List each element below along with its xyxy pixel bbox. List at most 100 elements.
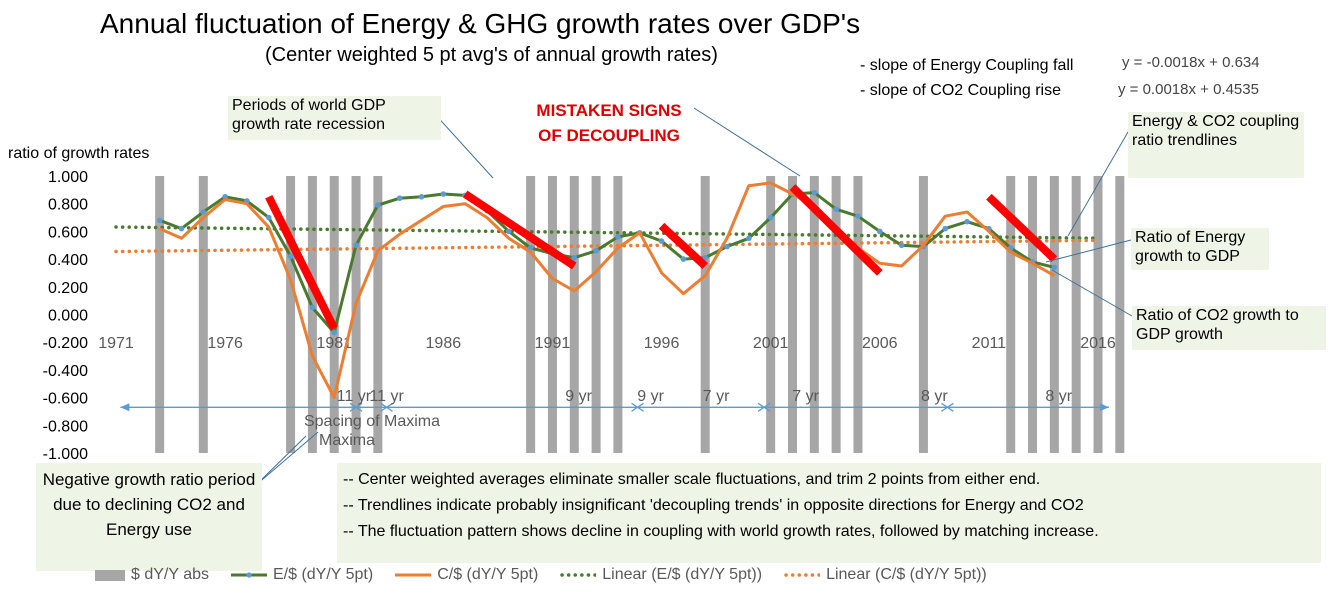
decoupling-markers xyxy=(265,184,1058,331)
annotation-recession: Periods of world GDP growth rate recessi… xyxy=(228,96,441,140)
y-tick-label: 0.800 xyxy=(48,197,88,214)
y-tick-label: 0.400 xyxy=(48,252,88,269)
spacing-arrow-head-right xyxy=(1099,403,1109,412)
data-point-energy xyxy=(506,228,512,235)
annotation-ratio-co2: Ratio of CO2 growth to GDP growth xyxy=(1132,306,1326,350)
decoupling-marker xyxy=(265,194,338,331)
x-tick-label: 2016 xyxy=(1080,335,1116,352)
equation-energy: y = -0.0018x + 0.634 xyxy=(1122,54,1260,71)
data-point-energy xyxy=(527,245,534,251)
recession-bar xyxy=(1071,176,1081,453)
data-point-energy xyxy=(375,202,381,208)
legend-label-recession: $ dY/Y abs xyxy=(131,566,209,583)
x-tick-label: 1996 xyxy=(644,335,680,352)
data-point-energy xyxy=(680,256,687,262)
decoupling-marker xyxy=(986,193,1058,262)
spacing-caption-b: Maxima xyxy=(319,432,375,449)
y-axis: 1.000 0.800 0.600 0.400 0.200 0.000 -0.200 -0.4… xyxy=(43,169,88,463)
data-point-energy xyxy=(702,254,708,261)
data-point-energy xyxy=(746,235,752,242)
spacing-arrow-head-left xyxy=(120,403,130,412)
recession-bar xyxy=(918,176,928,453)
series-line-energy xyxy=(159,191,1055,334)
data-point-energy xyxy=(440,191,447,197)
recession-bar xyxy=(547,176,557,453)
x-axis: 1971 1976 1981 1986 1991 1996 2001 2006 2011 2016 xyxy=(98,335,1116,352)
legend-label-linear-co2: Linear (C/$ (dY/Y 5pt)) xyxy=(826,566,987,583)
legend-swatch-bar xyxy=(95,569,125,581)
recession-bar xyxy=(1093,176,1103,453)
x-tick-label: 2011 xyxy=(972,335,1007,352)
data-point-energy xyxy=(418,193,425,200)
data-point-energy xyxy=(615,234,621,240)
x-tick-label: 1981 xyxy=(316,335,352,352)
mistaken-line-1: MISTAKEN SIGNS xyxy=(536,101,682,120)
recession-bar xyxy=(1049,176,1059,453)
legend-item-linear-energy: Linear (E/$ (dY/Y 5pt)) xyxy=(560,566,762,584)
x-tick-label: 1991 xyxy=(535,335,571,352)
leader-line xyxy=(432,111,494,179)
legend: $ dY/Y abs E/$ (dY/Y 5pt) C/$ (dY/Y 5pt)… xyxy=(95,566,1009,584)
y-tick-label: -0.400 xyxy=(43,363,88,380)
recession-bar xyxy=(1006,176,1016,453)
data-point-energy xyxy=(942,225,949,232)
note-2: -- Trendlines indicate probably insignif… xyxy=(343,497,1084,514)
recession-bar xyxy=(569,176,579,453)
x-tick-label: 1986 xyxy=(426,335,462,352)
x-tick-label: 2001 xyxy=(753,335,789,352)
recession-bar xyxy=(526,176,536,453)
spacing-label: 9 yr xyxy=(565,388,592,405)
legend-swatch-energy xyxy=(230,572,267,578)
data-point-energy xyxy=(833,206,839,213)
recession-bar xyxy=(1115,176,1125,453)
y-tick-label: 0.200 xyxy=(48,280,88,297)
recession-bar xyxy=(766,176,776,453)
data-point-energy xyxy=(811,189,818,196)
spacing-label: 7 yr xyxy=(703,388,730,405)
data-point-energy xyxy=(724,243,730,250)
data-point-energy xyxy=(876,228,883,235)
note-1: -- Center weighted averages eliminate sm… xyxy=(343,471,1041,488)
y-tick-label: 1.000 xyxy=(48,169,88,186)
y-tick-label: 0.000 xyxy=(48,308,88,325)
spacing-label: 9 yr xyxy=(637,388,664,405)
leader-line xyxy=(693,107,801,177)
leader-line xyxy=(1067,131,1129,237)
trendline-energy xyxy=(114,225,1100,240)
legend-item-co2: C/$ (dY/Y 5pt) xyxy=(395,566,538,584)
data-point-energy xyxy=(309,304,316,311)
recession-bar xyxy=(809,176,819,453)
data-point-energy xyxy=(593,247,599,254)
equation-label-co2: - slope of CO2 Coupling rise xyxy=(860,82,1061,99)
recession-bars xyxy=(155,176,1125,453)
spacing-arrow-tick xyxy=(631,402,644,412)
legend-swatch-co2 xyxy=(395,573,432,577)
recession-bar xyxy=(853,176,863,453)
spacing-caption-a: Spacing of Maxima xyxy=(304,413,440,430)
legend-swatch-linear-energy xyxy=(560,573,597,577)
trendline-co2 xyxy=(114,238,1100,254)
legend-swatch-linear-co2 xyxy=(784,573,821,577)
leader-line xyxy=(1051,269,1133,317)
spacing-label: 11 yr xyxy=(369,388,404,405)
equation-label-energy: - slope of Energy Coupling fall xyxy=(860,57,1074,74)
y-tick-label: 0.600 xyxy=(48,224,88,241)
recession-bar xyxy=(1028,176,1038,453)
data-point-energy xyxy=(287,253,294,260)
x-tick-label: 1971 xyxy=(98,335,134,352)
recession-bar xyxy=(307,176,317,453)
legend-label-energy: E/$ (dY/Y 5pt) xyxy=(272,566,374,583)
leader-line xyxy=(255,435,307,486)
equation-co2: y = 0.0018x + 0.4535 xyxy=(1118,81,1259,98)
data-point-energy xyxy=(265,214,272,221)
data-point-energy xyxy=(331,329,338,336)
legend-item-linear-co2: Linear (C/$ (dY/Y 5pt)) xyxy=(784,566,987,584)
x-tick-label: 2006 xyxy=(862,335,898,352)
decoupling-marker xyxy=(789,184,883,276)
decoupling-marker xyxy=(462,190,577,270)
data-point-energy xyxy=(658,238,665,244)
annotation-ratio-energy: Ratio of Energy growth to GDP xyxy=(1131,228,1269,270)
spacing-arrow-tick xyxy=(380,402,393,412)
